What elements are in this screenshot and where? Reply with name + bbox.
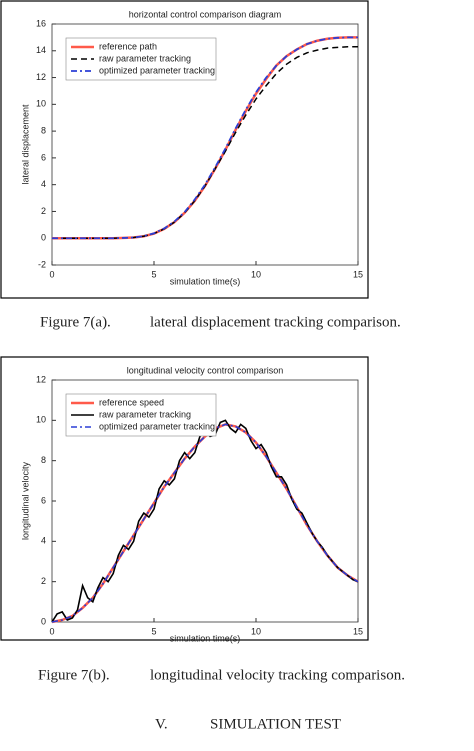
caption-text: lateral displacement tracking comparison… [150,314,401,330]
x-tick-label: 10 [251,269,261,279]
y-tick-label: 16 [36,18,46,28]
legend-label: raw parameter tracking [99,53,191,63]
y-tick-label: 0 [41,616,46,626]
legend-label: reference path [99,41,157,51]
y-axis-label: lateral displacement [20,104,30,185]
legend-label: reference speed [99,397,164,407]
y-tick-label: 6 [41,495,46,505]
chart-title: horizontal control comparison diagram [129,9,282,19]
y-tick-label: 12 [36,72,46,82]
legend-label: optimized parameter tracking [99,421,215,431]
y-tick-label: 0 [41,233,46,243]
y-tick-label: 12 [36,374,46,384]
section-title: SIMULATION TEST [210,716,341,732]
x-tick-label: 10 [251,626,261,636]
chart: 0 2 4 6 8 10 12 0 5 10 15 longitudinal velocity con… [0,356,369,643]
y-tick-label: 10 [36,99,46,109]
y-tick-label: 4 [41,179,46,189]
y-tick-label: 8 [41,455,46,465]
caption-label: Figure 7(b). [38,667,110,683]
x-tick-label: 15 [353,626,363,636]
x-tick-label: 15 [353,269,363,279]
x-axis-label: simulation time(s) [170,276,241,286]
y-tick-label: 2 [41,206,46,216]
x-tick-label: 5 [151,269,156,279]
x-tick-label: 0 [49,269,54,279]
y-tick-label: 10 [36,415,46,425]
y-tick-label: 4 [41,536,46,546]
y-tick-label: 14 [36,45,46,55]
y-tick-label: 2 [41,576,46,586]
caption-text: longitudinal velocity tracking compariso… [150,667,405,683]
section-number: V. [155,716,168,732]
y-axis-label: longitudinal velocity [20,461,30,540]
series-line [51,423,359,623]
caption-label: Figure 7(a). [40,314,111,330]
y-tick-label: -2 [38,259,46,269]
chart-title: longitudinal velocity control comparison [127,365,284,375]
x-tick-label: 0 [49,626,54,636]
legend-label: raw parameter tracking [99,409,191,419]
x-tick-label: 5 [151,626,156,636]
legend-label: optimized parameter tracking [99,65,215,75]
y-tick-label: 6 [41,152,46,162]
y-tick-label: 8 [41,125,46,135]
x-axis-label: simulation time(s) [170,633,241,643]
series-line [52,36,358,240]
